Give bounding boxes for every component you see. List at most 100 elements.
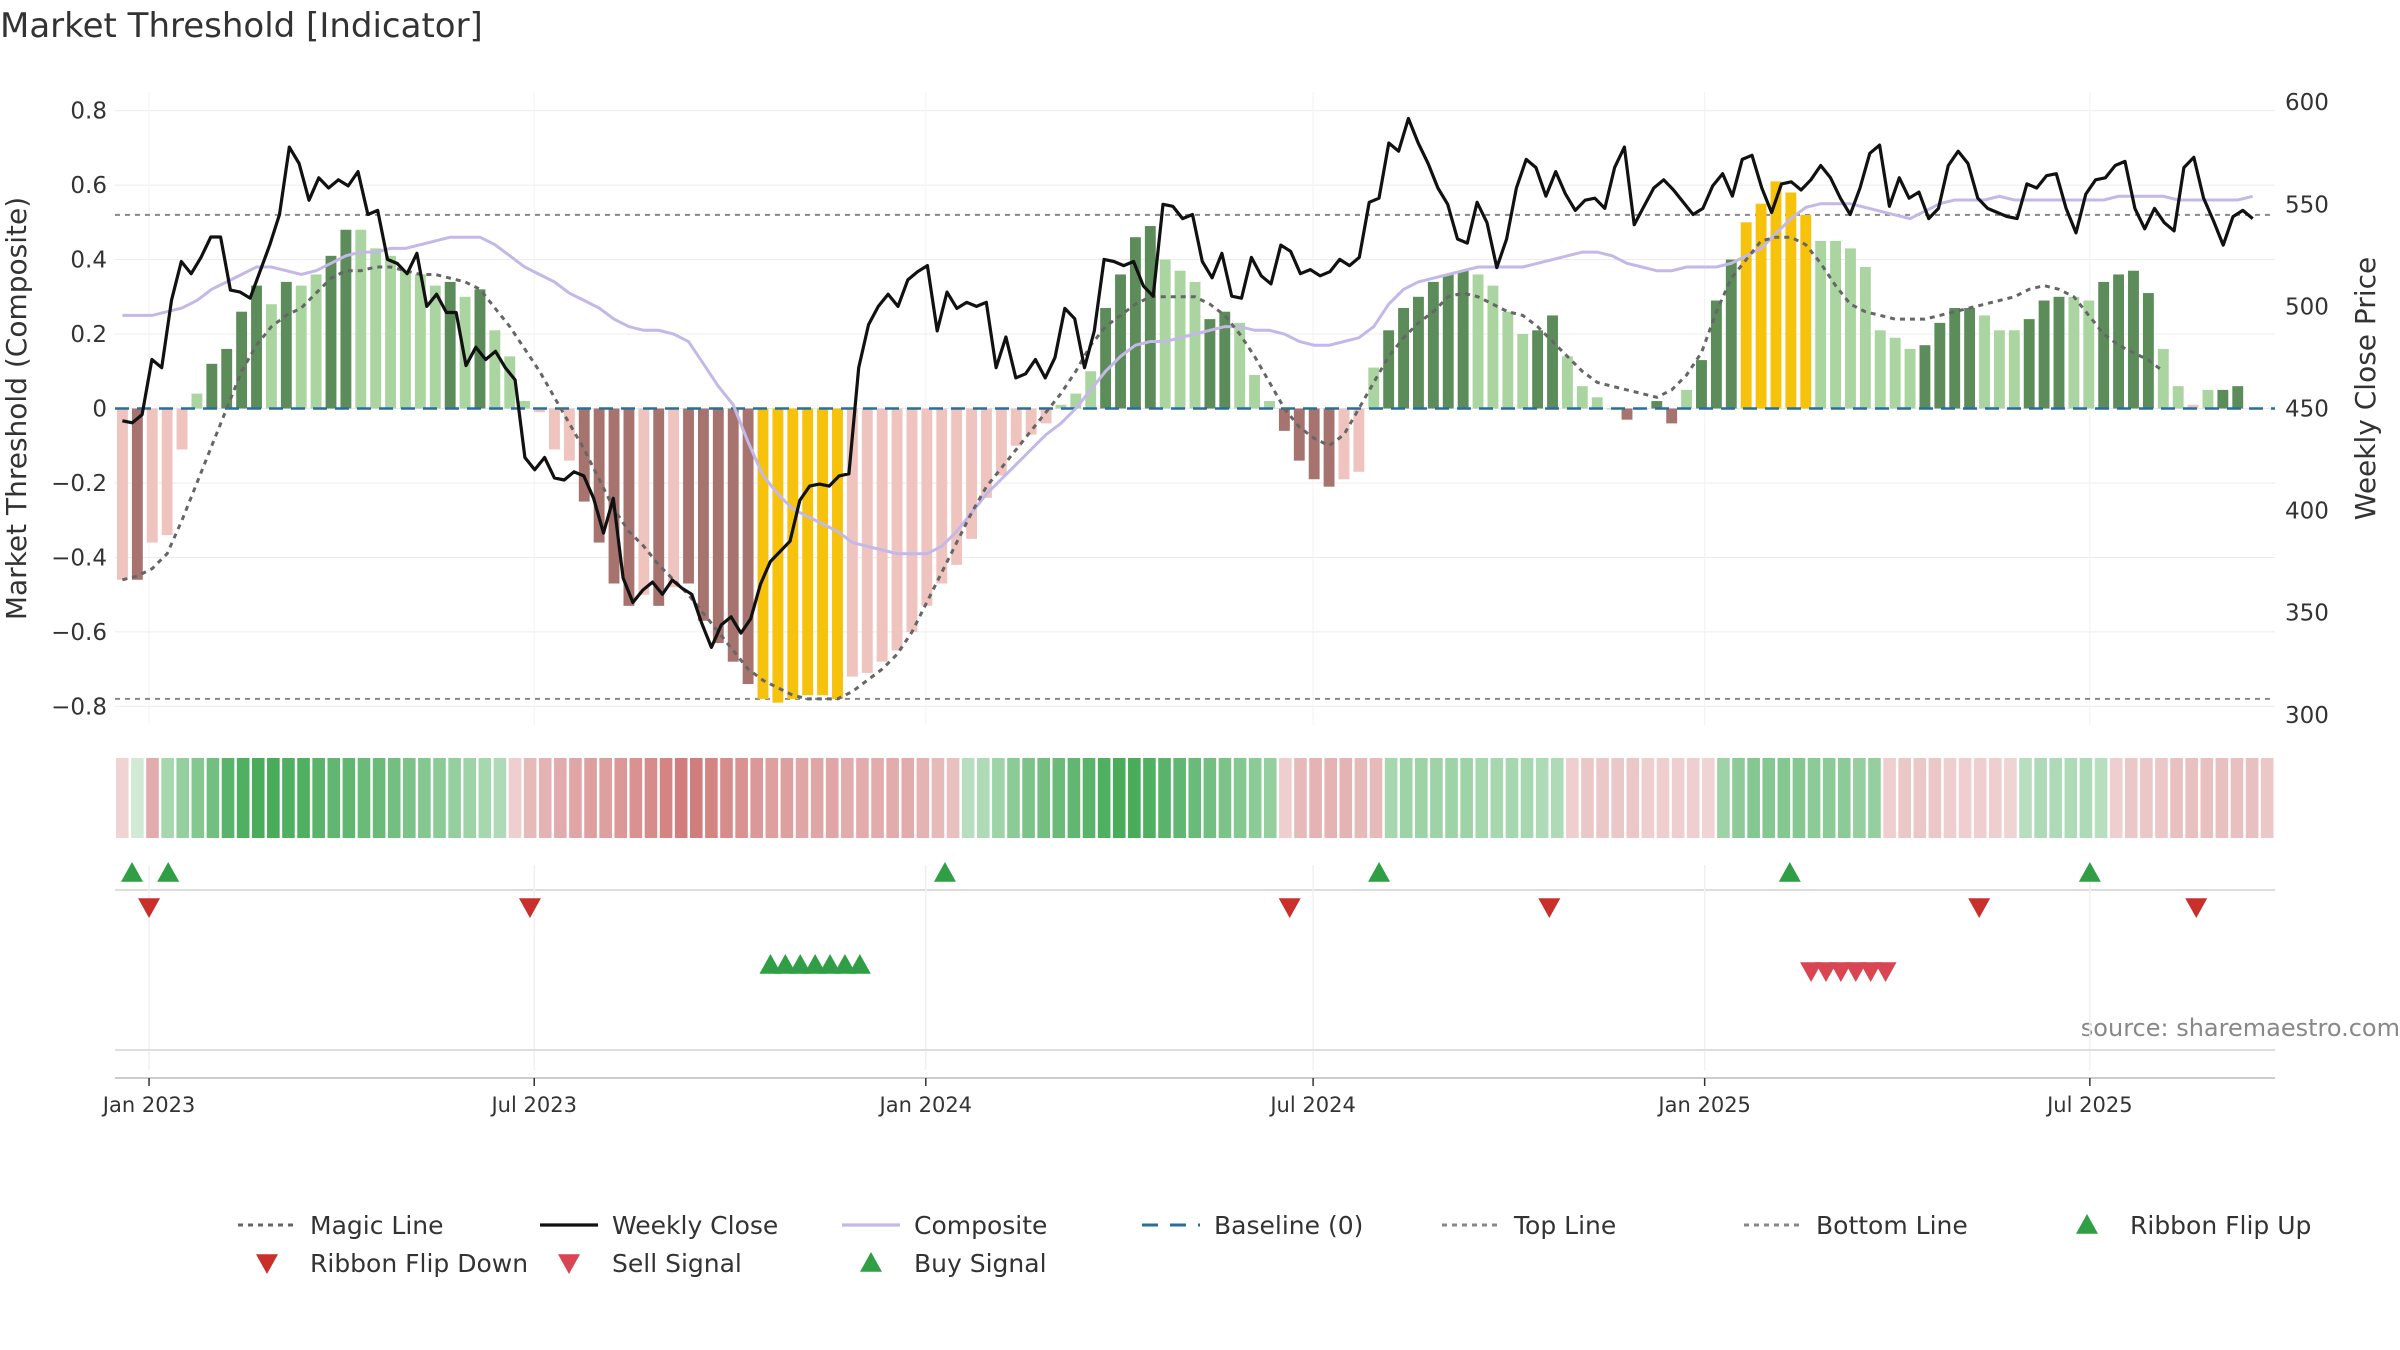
composite-bar bbox=[2053, 296, 2065, 409]
composite-bar bbox=[1547, 315, 1558, 409]
y-tick-label: 0.8 bbox=[70, 99, 107, 125]
legend-item: Sell Signal bbox=[558, 1249, 742, 1278]
composite-bar bbox=[1725, 259, 1737, 409]
composite-bar bbox=[2187, 404, 2199, 409]
ribbon-cell bbox=[961, 758, 975, 838]
x-tick-label: Jan 2024 bbox=[878, 1093, 973, 1117]
ribbon-cell bbox=[251, 758, 265, 838]
composite-bar bbox=[2128, 270, 2139, 409]
ribbon-flip-down-marker bbox=[1968, 898, 1991, 918]
ribbon-cell bbox=[1973, 758, 1987, 838]
y-tick-label: 0 bbox=[92, 397, 107, 423]
composite-bar bbox=[1591, 397, 1603, 409]
ribbon-cell bbox=[372, 758, 386, 838]
composite-bar bbox=[1398, 307, 1409, 409]
composite-bar bbox=[1770, 181, 1782, 409]
ribbon-cell bbox=[2215, 758, 2229, 838]
composite-bar bbox=[578, 408, 590, 502]
composite-bar bbox=[444, 281, 456, 409]
y2-tick-label: 550 bbox=[2285, 192, 2329, 218]
ribbon-cell bbox=[2034, 758, 2047, 838]
sell-signal-marker bbox=[1829, 962, 1852, 982]
ribbon-cell bbox=[2079, 758, 2093, 838]
y2-tick-label: 400 bbox=[2285, 499, 2329, 525]
buy-signal-marker bbox=[804, 954, 827, 974]
y2-tick-label: 300 bbox=[2285, 703, 2329, 729]
ribbon-cell bbox=[1883, 758, 1896, 838]
composite-bar bbox=[206, 363, 218, 409]
composite-bar bbox=[429, 285, 441, 409]
composite-bar bbox=[385, 255, 397, 409]
composite-bar bbox=[2008, 330, 2020, 409]
ribbon-cell bbox=[1158, 758, 1171, 838]
composite-bar bbox=[310, 274, 322, 409]
composite-bar bbox=[1070, 393, 1082, 409]
composite-bar bbox=[1710, 300, 1722, 409]
ribbon-cell bbox=[2049, 758, 2063, 838]
ribbon-cell bbox=[780, 758, 794, 838]
composite-bar bbox=[2023, 319, 2035, 409]
composite-bar bbox=[1502, 311, 1514, 409]
composite-bar bbox=[534, 408, 545, 413]
buy-signal-marker bbox=[789, 954, 812, 974]
composite-bar bbox=[474, 289, 486, 409]
ribbon-flip-up-marker bbox=[1368, 862, 1391, 882]
composite-bar bbox=[861, 408, 873, 673]
ribbon-cell bbox=[131, 758, 144, 838]
composite-bar bbox=[370, 248, 382, 409]
ribbon-cell bbox=[1611, 758, 1624, 838]
ribbon-cell bbox=[2124, 758, 2138, 838]
ribbon-cell bbox=[976, 758, 990, 838]
ribbon-cell bbox=[1263, 758, 1277, 838]
legend-label: Composite bbox=[914, 1211, 1047, 1240]
ribbon-flip-down-marker bbox=[138, 898, 161, 918]
composite-bar bbox=[1904, 348, 1916, 409]
ribbon-cell bbox=[810, 758, 824, 838]
composite-bar bbox=[2157, 348, 2169, 409]
composite-bar bbox=[504, 356, 516, 409]
composite-bar bbox=[1189, 281, 1201, 409]
legend-item: Ribbon Flip Down bbox=[256, 1249, 528, 1278]
ribbon-cell bbox=[2260, 758, 2274, 838]
weekly-close-line bbox=[122, 116, 2254, 650]
composite-bar bbox=[489, 330, 501, 409]
ribbon-cell bbox=[1490, 758, 1504, 838]
y-tick-label: 0.6 bbox=[70, 173, 107, 199]
ribbon-cell bbox=[1324, 758, 1337, 838]
ribbon-cell bbox=[463, 758, 477, 838]
ribbon-cell bbox=[2155, 758, 2168, 838]
composite-bar bbox=[757, 408, 769, 699]
composite-bar bbox=[1964, 307, 1976, 409]
ribbon-cell bbox=[1067, 758, 1081, 838]
ribbon-cell bbox=[1415, 758, 1428, 838]
composite-bar bbox=[414, 274, 426, 409]
composite-bar bbox=[2038, 300, 2050, 409]
composite-bar bbox=[1487, 285, 1499, 409]
ribbon-cell bbox=[433, 758, 446, 838]
buy-signal-marker bbox=[848, 954, 871, 974]
composite-bar bbox=[1234, 322, 1246, 409]
ribbon-flip-up-marker bbox=[121, 862, 144, 882]
ribbon-cell bbox=[1671, 758, 1685, 838]
composite-bar bbox=[1993, 330, 2005, 409]
ribbon-cell bbox=[1762, 758, 1776, 838]
composite-bar bbox=[1278, 408, 1290, 431]
legend-label: Bottom Line bbox=[1816, 1211, 1968, 1240]
ribbon-cell bbox=[1218, 758, 1232, 838]
ribbon-cell bbox=[1853, 758, 1866, 838]
ribbon-cell bbox=[1958, 758, 1972, 838]
y-tick-label: −0.8 bbox=[51, 694, 107, 720]
ribbon-cell bbox=[1143, 758, 1156, 838]
ribbon-cell bbox=[1913, 758, 1927, 838]
ribbon-cell bbox=[2064, 758, 2078, 838]
composite-bar bbox=[921, 408, 933, 606]
ribbon-cell bbox=[508, 758, 522, 838]
ribbon-cell bbox=[448, 758, 461, 838]
buy-signal-marker bbox=[759, 954, 782, 974]
ribbon-cell bbox=[886, 758, 899, 838]
composite-bar bbox=[1010, 408, 1022, 446]
legend-item: Baseline (0) bbox=[1142, 1211, 1363, 1240]
ribbon-cell bbox=[674, 758, 688, 838]
composite-bar bbox=[1845, 248, 1856, 409]
composite-bar bbox=[1025, 408, 1037, 435]
